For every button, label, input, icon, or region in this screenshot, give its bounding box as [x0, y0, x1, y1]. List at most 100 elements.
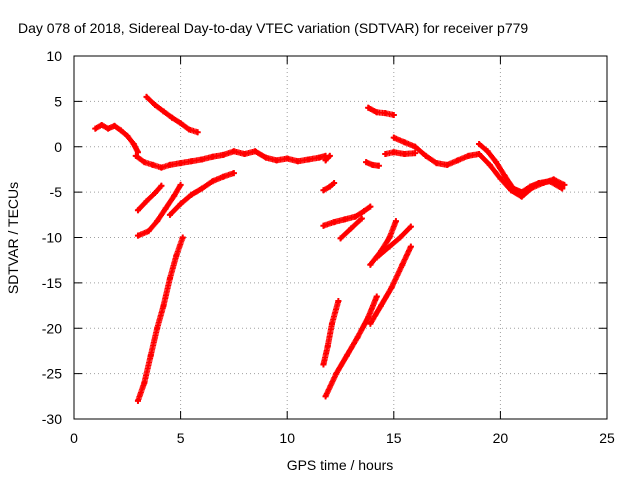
data-point: [130, 141, 137, 148]
data-point: [117, 127, 124, 134]
y-tick-label: -5: [50, 184, 63, 200]
data-point: [173, 252, 180, 259]
series-arc-11: [337, 215, 365, 242]
data-point: [465, 152, 472, 159]
data-point: [305, 156, 312, 163]
series-arc-16: [382, 149, 419, 158]
data-point: [484, 148, 491, 155]
data-point: [134, 149, 141, 156]
data-point: [348, 225, 355, 232]
data-point: [220, 173, 227, 180]
y-tick-label: -20: [42, 320, 62, 336]
data-point: [134, 232, 141, 239]
data-point: [343, 352, 350, 359]
data-point: [328, 320, 335, 327]
series-arc-12: [320, 298, 342, 368]
data-point: [386, 243, 393, 250]
data-point: [177, 181, 184, 188]
axis-ticks: 0 5 10 15 20 25 -30 -25 -20 -15 -10 -5 0 5 10: [42, 48, 615, 446]
data-point: [331, 219, 338, 226]
data-point: [141, 159, 148, 166]
series-arc-9: [320, 180, 338, 194]
data-point: [152, 190, 159, 197]
data-point: [320, 187, 327, 194]
data-point: [179, 234, 186, 241]
data-point: [154, 218, 161, 225]
data-point: [171, 192, 178, 199]
data-point: [399, 261, 406, 268]
data-point: [375, 162, 382, 169]
y-tick-label: -30: [42, 411, 62, 427]
data-point: [152, 102, 159, 109]
data-point: [561, 181, 568, 188]
data-point: [324, 343, 331, 350]
data-point: [497, 175, 504, 182]
data-point: [326, 152, 333, 159]
data-point: [198, 185, 205, 192]
data-point: [209, 178, 216, 185]
data-point: [390, 111, 397, 118]
data-point: [476, 141, 483, 148]
data-point: [188, 191, 195, 198]
data-point: [134, 397, 141, 404]
data-point: [98, 121, 105, 128]
y-axis-label: SDTVAR / TECUs: [5, 182, 21, 294]
data-point: [209, 153, 216, 160]
data-point: [220, 151, 227, 158]
x-tick-label: 20: [493, 430, 509, 446]
data-point: [177, 160, 184, 167]
data-point: [154, 325, 161, 332]
series-arc-15: [365, 104, 397, 118]
data-point: [444, 161, 451, 168]
data-points: [92, 93, 568, 404]
data-point: [111, 122, 118, 129]
data-point: [92, 125, 99, 132]
series-arc-18: [476, 141, 566, 196]
data-point: [382, 110, 389, 117]
x-tick-label: 15: [386, 430, 402, 446]
data-point: [433, 160, 440, 167]
data-point: [241, 151, 248, 158]
data-point: [132, 152, 139, 159]
data-point: [145, 228, 152, 235]
data-point: [166, 211, 173, 218]
series-arc-14: [363, 159, 382, 169]
data-point: [365, 104, 372, 111]
y-tick-label: 5: [54, 93, 62, 109]
series-arc-21: [367, 243, 414, 327]
series-arc-6: [166, 170, 237, 218]
series-arc-2: [143, 93, 201, 136]
data-point: [493, 159, 500, 166]
data-point: [412, 150, 419, 157]
data-point: [230, 170, 237, 177]
data-point: [367, 203, 374, 210]
data-point: [322, 157, 329, 164]
data-point: [527, 183, 534, 190]
data-point: [407, 223, 414, 230]
data-point: [177, 120, 184, 127]
x-tick-label: 10: [279, 430, 295, 446]
data-point: [390, 134, 397, 141]
data-point: [365, 314, 372, 321]
data-point: [378, 302, 385, 309]
data-point: [186, 126, 193, 133]
data-point: [382, 151, 389, 158]
data-point: [124, 132, 131, 139]
data-point: [341, 216, 348, 223]
series-arc-5: [134, 181, 184, 239]
data-point: [486, 161, 493, 168]
data-point: [392, 218, 399, 225]
series-arc-10: [320, 203, 374, 229]
data-point: [262, 154, 269, 161]
data-point: [354, 334, 361, 341]
data-point: [363, 159, 370, 166]
data-point: [386, 234, 393, 241]
data-point: [388, 284, 395, 291]
data-point: [320, 361, 327, 368]
data-point: [134, 207, 141, 214]
data-point: [454, 157, 461, 164]
data-point: [147, 352, 154, 359]
data-point: [476, 151, 483, 158]
